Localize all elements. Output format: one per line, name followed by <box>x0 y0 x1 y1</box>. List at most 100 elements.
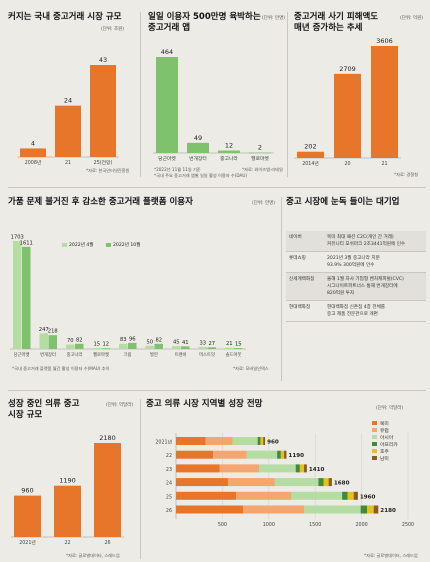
tick-label: 발란 <box>150 351 158 358</box>
tick-label: 24 <box>166 481 172 487</box>
tick-label: 23 <box>166 467 172 473</box>
unit-label: (단위: 만명) <box>262 16 286 21</box>
data-label: 21 <box>226 341 233 347</box>
data-label: 96 <box>129 336 136 342</box>
source-label: *자료: 글로벌데이터, 스레드업 <box>66 553 120 558</box>
data-label: 4 <box>31 139 35 147</box>
bar-segment <box>353 491 358 500</box>
data-label: 1611 <box>20 240 33 246</box>
bar-segment <box>284 450 287 459</box>
panel-fraud: 중고거래 사기 피해액도 매년 증가하는 추세 (단위: 억원) 202 2014… <box>294 12 426 177</box>
bar-segment <box>176 491 237 500</box>
bar <box>234 348 243 349</box>
data-label: 83 <box>120 337 127 343</box>
bar <box>55 105 81 157</box>
bar-segment <box>232 437 258 445</box>
legend-swatch <box>372 449 377 453</box>
data-label: 1410 <box>309 467 325 473</box>
bar-segment <box>360 505 368 514</box>
bar <box>249 152 271 154</box>
company-event: 올해 1월 자사 기업형 벤처캐피털(CVC) 시그나이트파트너스 통해 번개장… <box>327 277 404 296</box>
legend-item: 2022년 4월 <box>62 242 94 248</box>
tick-label: 25(전망) <box>94 159 113 166</box>
tick-label: 헬로마켓 <box>251 155 269 162</box>
data-label: 12 <box>225 142 233 150</box>
data-label: 12 <box>102 342 109 348</box>
bar-segment <box>176 437 206 445</box>
tick-label: 2021년 <box>155 439 172 446</box>
bar <box>22 246 31 349</box>
divider <box>287 12 288 177</box>
company-event: 북미 최대 패션 C2C(개인 간 거래) 커뮤니티 포쉬마크 2조3441억원… <box>327 235 406 247</box>
chart-regional: 500 1000 1500 2000 2500 2021년 960 22 1190 23 1410 2… <box>155 420 414 528</box>
legend-swatch-oct <box>106 243 111 247</box>
data-label: 1190 <box>288 453 304 459</box>
tick-label: 2000 <box>355 522 367 528</box>
panel-apparel: 성장 중인 의류 중고 시장 규모 (단위: 억달러) 960 2021년 1190… <box>8 399 136 559</box>
bar-segment <box>227 478 275 487</box>
data-label: 1680 <box>334 481 350 487</box>
bar-segment <box>304 464 307 473</box>
tick-label: 21 <box>381 161 387 167</box>
company-name: 현대백화점 <box>289 305 311 310</box>
bar <box>54 485 81 537</box>
bar <box>297 151 324 158</box>
bar <box>207 347 216 349</box>
bar <box>145 345 154 349</box>
conglomerate-table: 네이버 북미 최대 패션 C2C(개인 간 거래) 커뮤니티 포쉬마크 2조344… <box>286 231 426 322</box>
data-label: 15 <box>93 342 100 348</box>
bar-segment <box>176 450 214 459</box>
bar <box>101 348 110 349</box>
data-label: 2 <box>258 144 262 152</box>
source-label: *자료: 경찰청 <box>394 172 419 177</box>
data-label: 2180 <box>380 508 396 514</box>
tick-label: 25 <box>166 494 172 500</box>
panel-regional: 중고 의류 시장 지역별 성장 전망 (단위: 억달러) 500 1000 1500… <box>146 399 426 559</box>
bar-segment <box>318 478 324 487</box>
chart-market-size: 4 2008년 24 21 43 25(전망) <box>17 56 119 166</box>
bar <box>218 150 240 153</box>
bar <box>371 46 398 158</box>
company-name: 네이버 <box>289 235 302 240</box>
panel-title: 중고 시장에 눈독 들이는 대기업 <box>286 197 400 207</box>
source-label: *국내 중고거래 플랫폼 월간 활성 이용자 수(MAU) 추이 <box>12 366 110 371</box>
bar-segment <box>257 437 261 445</box>
data-label: 1190 <box>59 477 76 485</box>
panel-title: 중고거래 사기 피해액도 매년 증가하는 추세 <box>294 12 379 33</box>
legend-item: 2022년 10월 <box>106 242 140 248</box>
data-label: 960 <box>267 440 279 446</box>
data-label: 49 <box>194 134 202 142</box>
bar <box>172 346 181 349</box>
bar <box>13 241 22 349</box>
legend-swatch <box>372 428 377 432</box>
data-label: 82 <box>76 337 83 343</box>
legend-swatch <box>372 456 377 460</box>
unit-label: (단위: 억달러) <box>376 406 404 411</box>
legend-swatch <box>372 421 377 425</box>
bar-segment <box>263 437 266 445</box>
tick-label: 20 <box>344 161 350 167</box>
tick-label: 1000 <box>263 522 275 528</box>
company-event: 현대백화점 신촌점 4층 전체를 중고 제품 전문관으로 개편 <box>327 305 386 317</box>
data-label: 202 <box>304 143 316 151</box>
bar-segment <box>259 464 296 473</box>
bar <box>75 343 84 349</box>
bar-segment <box>260 437 264 445</box>
divider <box>8 187 426 188</box>
bar-segment <box>367 505 374 514</box>
bar <box>187 142 209 153</box>
source-label: *자료: 모바일인덱스 <box>233 366 269 371</box>
panel-title: 성장 중인 의류 중고 시장 규모 <box>8 399 80 420</box>
legend-label: 아프리카 <box>380 441 398 448</box>
data-label: 27 <box>208 341 215 347</box>
bar-segment <box>243 505 305 514</box>
chart-apparel: 960 2021년 1190 22 2180 26 <box>11 434 124 546</box>
data-label: 70 <box>67 338 74 344</box>
legend-swatch <box>372 435 377 439</box>
bar-segment <box>277 450 281 459</box>
bar-segment <box>219 464 260 473</box>
table-row: 네이버 북미 최대 패션 C2C(개인 간 거래) 커뮤니티 포쉬마크 2조344… <box>286 231 426 252</box>
bar <box>14 495 41 537</box>
bar <box>154 343 163 349</box>
tick-label: 2500 <box>402 522 414 528</box>
